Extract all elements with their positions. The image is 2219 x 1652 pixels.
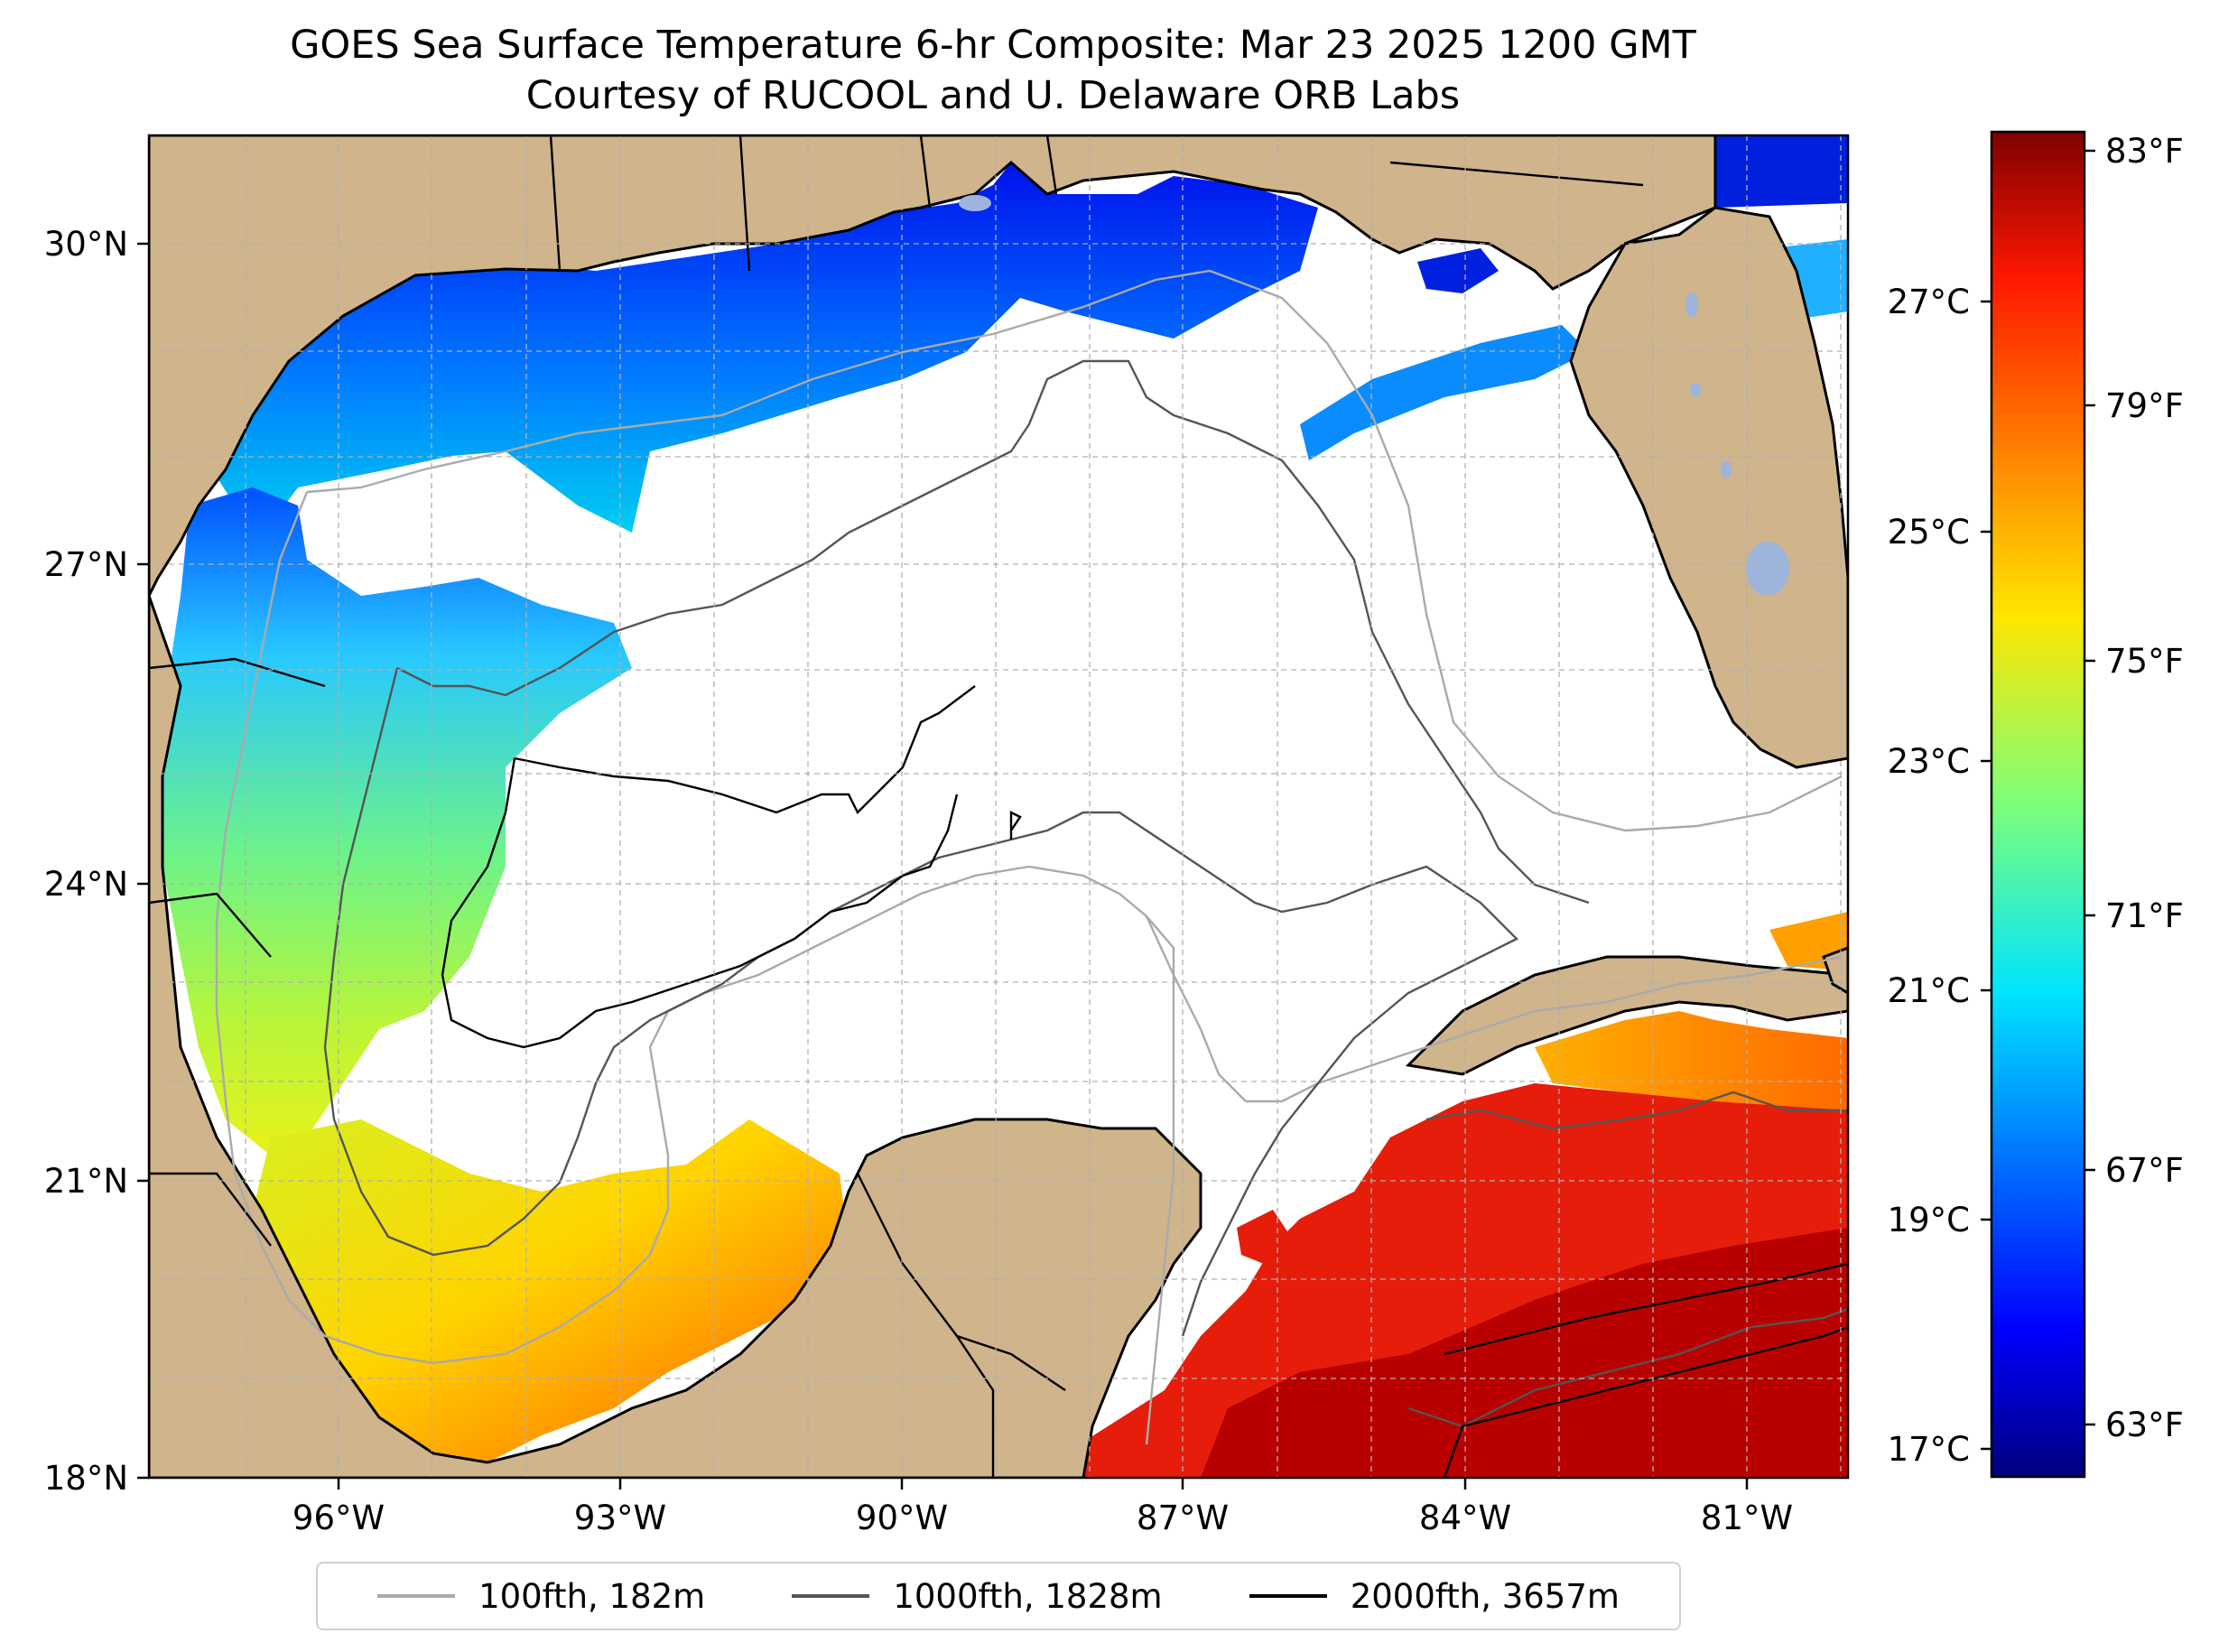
legend-label: 2000fth, 3657m (1350, 1576, 1620, 1616)
legend-line-100fth (377, 1594, 456, 1598)
sst-western-shelf (158, 487, 632, 1155)
longitude-labels: 96°W 93°W 90°W 87°W 84°W 81°W (292, 1499, 1793, 1537)
legend-item-100fth: 100fth, 182m (377, 1577, 705, 1616)
legend-line-2000fth (1249, 1594, 1327, 1598)
graticule (149, 135, 1848, 1478)
colorbar-c-label: 19°C (1888, 1201, 1970, 1239)
latitude-labels: 18°N 21°N 24°N 27°N 30°N (44, 225, 128, 1498)
colorbar-f-label: 83°F (2105, 132, 2184, 171)
cuba (1405, 955, 1848, 1076)
sst-apalachee-patch (1417, 248, 1499, 293)
contour-2000fth (441, 685, 1848, 1478)
legend-line-1000fth (792, 1594, 870, 1598)
lake-florida-2 (1690, 383, 1701, 397)
axis-ticks (137, 242, 1749, 1490)
lat-label: 18°N (44, 1459, 128, 1498)
lat-label: 21°N (44, 1162, 128, 1201)
contour-1000fth (323, 359, 1848, 1428)
colorbar-c-label: 23°C (1888, 742, 1970, 781)
legend-item-1000fth: 1000fth, 1828m (792, 1576, 1163, 1616)
colorbar-c-label: 27°C (1888, 283, 1970, 321)
lon-label: 90°W (856, 1499, 948, 1537)
map-frame (147, 134, 1850, 1480)
colorbar-f-label: 71°F (2105, 896, 2184, 935)
colorbar-gradient (1990, 130, 2086, 1479)
colorbar-f-label: 63°F (2105, 1406, 2184, 1444)
sst-florida-band (1300, 325, 1589, 460)
bathymetry-contours (215, 269, 1848, 1478)
lat-label: 30°N (44, 225, 128, 264)
lon-label: 96°W (292, 1499, 385, 1537)
lon-label: 93°W (574, 1499, 666, 1537)
sst-cuba-north-band (1535, 1011, 1848, 1110)
title-line-1: GOES Sea Surface Temperature 6-hr Compos… (290, 23, 1696, 68)
lake-okeechobee (1746, 542, 1789, 596)
map-title: GOES Sea Surface Temperature 6-hr Compos… (0, 20, 1986, 121)
contour-legend: 100fth, 182m 1000fth, 1828m 2000fth, 365… (316, 1562, 1681, 1630)
lon-label: 81°W (1701, 1499, 1793, 1537)
colorbar: 83°F 79°F 75°F 71°F 67°F 63°F 27°C 25°C … (1888, 130, 2184, 1479)
sst-atlantic-patch (1715, 135, 1848, 208)
lake-pontchartrain (959, 195, 991, 211)
lon-label: 84°W (1419, 1499, 1511, 1537)
lakes-layer (959, 195, 1789, 596)
lake-florida-3 (1721, 460, 1732, 478)
lat-label: 24°N (44, 865, 128, 904)
lake-florida-1 (1685, 292, 1698, 318)
sst-caribbean-warm-core (1201, 1228, 1848, 1478)
contour-100fth (215, 269, 1843, 1445)
us-gulf-coast-land (149, 135, 1717, 597)
title-line-2: Courtesy of RUCOOL and U. Delaware ORB L… (525, 73, 1461, 118)
political-boundaries (149, 135, 1644, 1478)
colorbar-c-label: 17°C (1888, 1430, 1970, 1469)
colorbar-c-label: 25°C (1888, 513, 1970, 552)
sst-campeche-bay (253, 1119, 849, 1462)
legend-label: 1000fth, 1828m (893, 1576, 1163, 1616)
sst-northern-shelf (212, 162, 1318, 542)
legend-label: 100fth, 182m (478, 1576, 706, 1616)
map-figure: 18°N 21°N 24°N 27°N 30°N 96°W 93°W 90°W … (44, 130, 2184, 1537)
colorbar-f-label: 79°F (2105, 386, 2184, 425)
colorbar-f-label: 67°F (2105, 1151, 2184, 1190)
colorbar-f-label: 75°F (2105, 642, 2184, 681)
colorbar-c-label: 21°C (1888, 971, 1970, 1010)
lon-label: 87°W (1137, 1499, 1229, 1537)
legend-item-2000fth: 2000fth, 3657m (1249, 1577, 1620, 1616)
lat-label: 27°N (44, 545, 128, 584)
mexico-mainland (149, 595, 1202, 1478)
